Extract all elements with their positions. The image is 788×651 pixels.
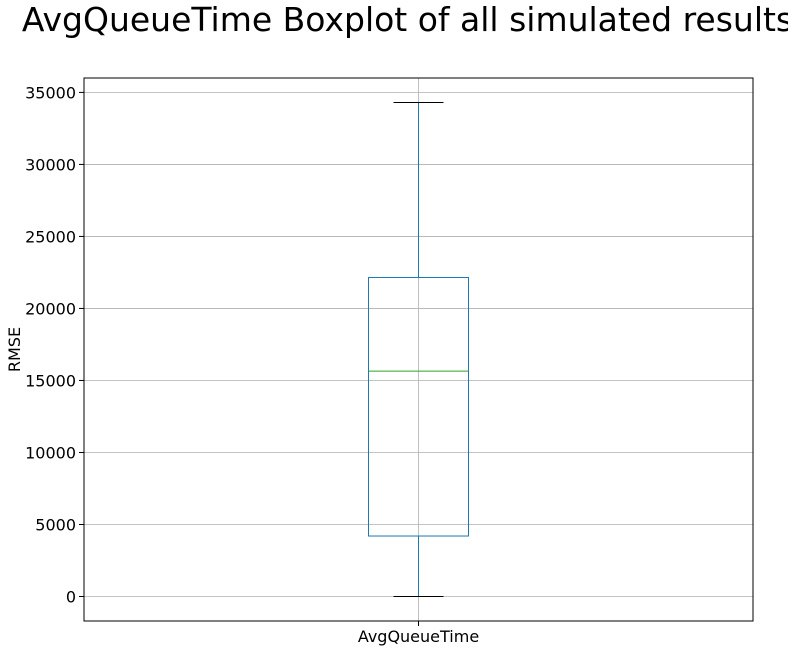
box-series — [368, 101, 469, 598]
plot-frame — [83, 77, 754, 622]
y-tick-label: 35000 — [25, 83, 76, 102]
chart-title: AvgQueueTime Boxplot of all simulated re… — [21, 0, 788, 39]
box-iqr — [368, 276, 469, 537]
y-axis-label: RMSE — [5, 327, 24, 372]
y-tick-label: 0 — [66, 588, 76, 607]
y-tick-label: 20000 — [25, 299, 76, 318]
y-tick-label: 10000 — [25, 443, 76, 462]
y-tick-label: 25000 — [25, 227, 76, 246]
x-tick-label: AvgQueueTime — [358, 627, 479, 646]
y-tick-label: 15000 — [25, 371, 76, 390]
y-tick-label: 5000 — [35, 515, 76, 534]
y-tick-label: 30000 — [25, 155, 76, 174]
y-axis-ticks: 0 5000 10000 15000 20000 25000 30000 35000 — [25, 83, 84, 607]
x-axis-ticks: AvgQueueTime — [358, 621, 479, 646]
